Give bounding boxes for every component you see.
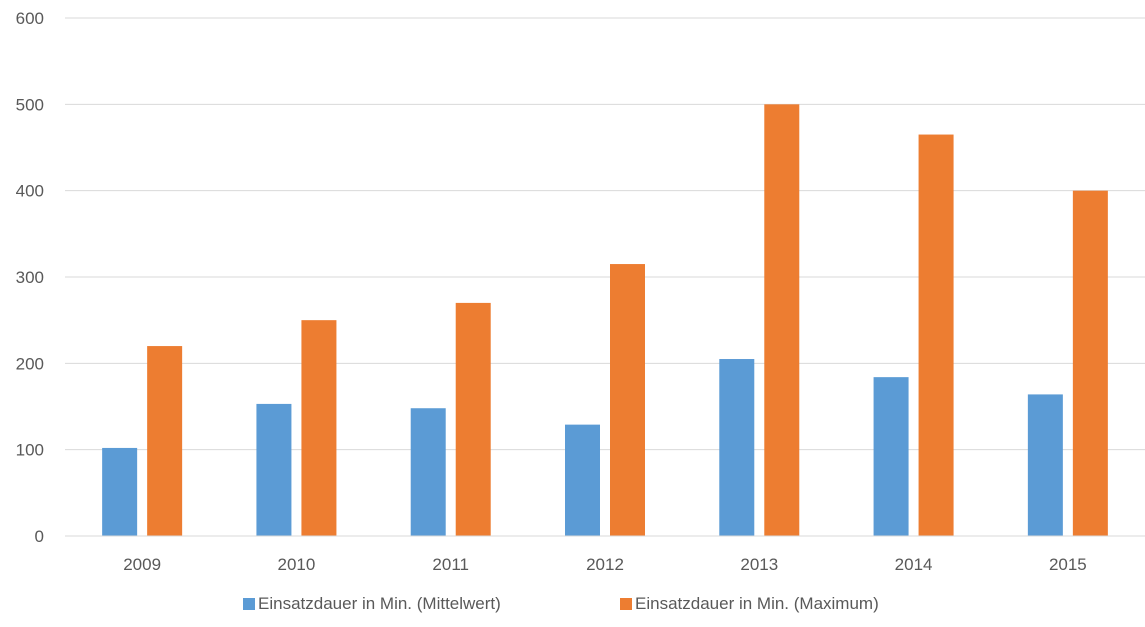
bar-mittelwert-2009 [102, 447, 138, 536]
legend-label: Einsatzdauer in Min. (Mittelwert) [258, 594, 501, 613]
bar-mittelwert-2014 [873, 377, 909, 536]
bar-maximum-2010 [301, 320, 337, 536]
legend-swatch [243, 598, 255, 610]
y-tick-label: 500 [16, 95, 44, 114]
x-tick-label: 2012 [586, 555, 624, 574]
legend-label: Einsatzdauer in Min. (Maximum) [635, 594, 879, 613]
bar-mittelwert-2015 [1027, 394, 1063, 536]
y-axis-ticks: 0 100 200 300 400 500 600 [16, 9, 44, 546]
gridlines [65, 17, 1145, 451]
x-tick-label: 2009 [123, 555, 161, 574]
y-tick-label: 400 [16, 182, 44, 201]
x-tick-label: 2014 [895, 555, 933, 574]
bar-mittelwert-2010 [256, 403, 292, 536]
bar-mittelwert-2012 [565, 424, 600, 536]
bar-mittelwert-2013 [719, 359, 755, 536]
x-axis-ticks: 2009 2010 2011 2012 2013 2014 2015 [123, 555, 1087, 574]
bar-maximum-2013 [764, 104, 800, 536]
bar-maximum-2012 [610, 264, 645, 536]
bar-maximum-2015 [1072, 190, 1108, 536]
bar-maximum-2011 [455, 302, 491, 536]
y-tick-label: 600 [16, 9, 44, 28]
legend-swatch [620, 598, 632, 610]
y-tick-label: 200 [16, 354, 44, 373]
y-tick-label: 300 [16, 268, 44, 287]
bar-maximum-2014 [918, 134, 954, 537]
legend: Einsatzdauer in Min. (Mittelwert) Einsatz… [243, 594, 879, 613]
x-tick-label: 2011 [432, 555, 469, 574]
bars [102, 104, 1108, 537]
y-tick-label: 100 [16, 441, 44, 460]
y-tick-label: 0 [35, 527, 44, 546]
x-tick-label: 2015 [1049, 555, 1087, 574]
x-tick-label: 2013 [740, 555, 778, 574]
x-tick-label: 2010 [278, 555, 316, 574]
bar-mittelwert-2011 [410, 408, 446, 536]
bar-maximum-2009 [147, 346, 183, 536]
